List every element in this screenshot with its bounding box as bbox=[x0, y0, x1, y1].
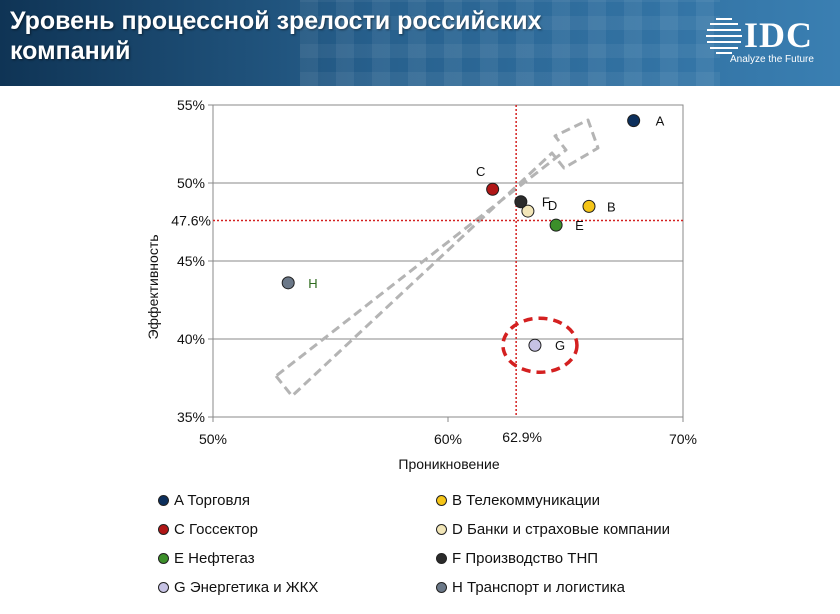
x-tick-label: 70% bbox=[669, 431, 697, 447]
legend-label: A Торговля bbox=[174, 491, 251, 509]
legend-label: C Госсектор bbox=[174, 520, 258, 538]
legend-label: E Нефтегаз bbox=[174, 549, 255, 567]
legend-item: A Торговля bbox=[158, 490, 250, 510]
data-point bbox=[521, 204, 535, 218]
data-point bbox=[582, 199, 596, 213]
legend-item: C Госсектор bbox=[158, 519, 258, 539]
legend-swatch bbox=[158, 581, 169, 593]
globe-icon bbox=[706, 18, 742, 54]
y-axis-title: Эффективность bbox=[145, 234, 161, 339]
legend-item: F Производство ТНП bbox=[436, 548, 598, 568]
data-point-label: E bbox=[575, 218, 584, 233]
trend-arrow bbox=[274, 118, 600, 398]
idc-logo: IDC Analyze the Future bbox=[706, 15, 834, 72]
scatter-chart: 35% 40% 45% 50% 55% 50% 60% 70% Проникновение Эфф… bbox=[145, 97, 697, 472]
y-tick-label: 40% bbox=[177, 331, 205, 347]
legend-swatch bbox=[436, 552, 447, 564]
data-point bbox=[514, 195, 528, 209]
data-point-label: G bbox=[555, 338, 565, 353]
logo-wordmark: IDC bbox=[744, 15, 814, 55]
legend-label: H Транспорт и логистика bbox=[452, 578, 625, 596]
legend-item: G Энергетика и ЖКХ bbox=[158, 577, 318, 597]
legend-label: D Банки и страховые компании bbox=[452, 520, 671, 538]
y-tick-label: 45% bbox=[177, 253, 205, 269]
legend-item: H Транспорт и логистика bbox=[436, 577, 625, 597]
data-point bbox=[528, 338, 542, 352]
legend-swatch bbox=[436, 494, 447, 506]
data-point-label: F bbox=[542, 195, 550, 210]
header-pattern bbox=[300, 0, 720, 86]
legend-item: D Банки и страховые компании bbox=[436, 519, 670, 539]
data-point-label: D bbox=[548, 198, 557, 213]
legend-swatch bbox=[158, 494, 169, 506]
legend-label: F Производство ТНП bbox=[452, 549, 599, 567]
legend-item: B Телекоммуникации bbox=[436, 490, 600, 510]
y-tick-label: 50% bbox=[177, 175, 205, 191]
data-point bbox=[486, 182, 500, 196]
legend-item: E Нефтегаз bbox=[158, 548, 255, 568]
x-reference-label: 62.9% bbox=[502, 429, 542, 445]
x-tick-label: 60% bbox=[434, 431, 462, 447]
legend-swatch bbox=[158, 523, 169, 535]
legend-swatch bbox=[158, 552, 169, 564]
y-tick-label: 55% bbox=[177, 97, 205, 113]
data-point bbox=[627, 114, 641, 128]
slide-title: Уровень процессной зрелости российских к… bbox=[10, 7, 542, 65]
x-tick-label: 50% bbox=[199, 431, 227, 447]
data-point bbox=[549, 218, 563, 232]
data-point-label: B bbox=[607, 199, 616, 214]
data-point-label: H bbox=[308, 276, 317, 291]
slide-header: Уровень процессной зрелости российских к… bbox=[0, 0, 840, 86]
x-axis-title: Проникновение bbox=[398, 456, 499, 472]
logo-tagline: Analyze the Future bbox=[730, 54, 814, 65]
legend-swatch bbox=[436, 523, 447, 535]
data-point bbox=[281, 276, 295, 290]
data-point-label: A bbox=[656, 114, 665, 129]
y-reference-label: 47.6% bbox=[171, 212, 211, 228]
y-tick-label: 35% bbox=[177, 409, 205, 425]
legend-label: B Телекоммуникации bbox=[452, 491, 601, 509]
highlight-ellipse bbox=[501, 316, 579, 374]
legend-label: G Энергетика и ЖКХ bbox=[174, 578, 319, 596]
data-point-label: C bbox=[476, 164, 485, 179]
legend-swatch bbox=[436, 581, 447, 593]
